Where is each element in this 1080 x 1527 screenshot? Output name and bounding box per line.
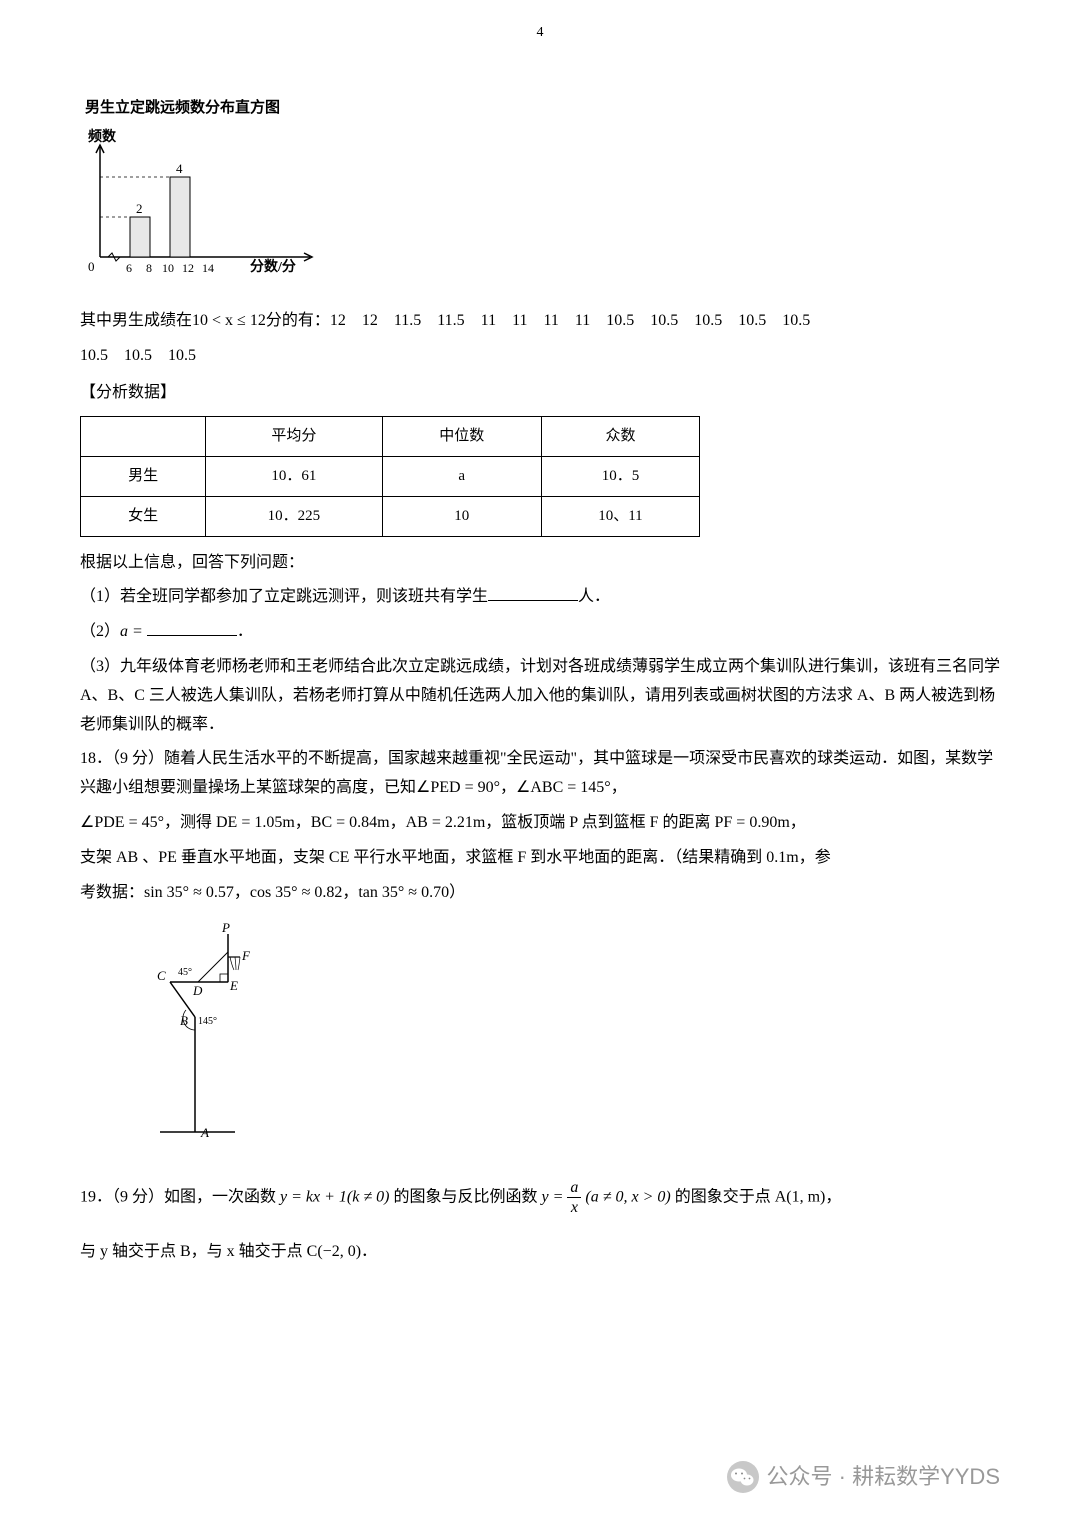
table-cell-female-0: 女生 (81, 496, 206, 536)
q1-blank (488, 585, 578, 601)
followup-intro: 根据以上信息，回答下列问题： (80, 549, 1000, 578)
wechat-icon (727, 1461, 759, 1493)
svg-text:A: A (200, 1125, 209, 1140)
analysis-label: 【分析数据】 (80, 379, 1000, 408)
svg-text:6: 6 (126, 261, 132, 275)
q1-suffix: 人． (578, 588, 610, 605)
q2-suffix: ． (237, 623, 253, 640)
table-cell-male-2: a (382, 456, 541, 496)
q18-line2: ∠PDE = 45°，测得 DE = 1.05m，BC = 0.84m，AB =… (80, 809, 1000, 838)
score-list-1: 12 12 11.5 11.5 11 11 11 11 10.5 10.5 10… (330, 312, 810, 329)
svg-text:频数: 频数 (88, 128, 117, 145)
question-2: （2）a = ． (80, 618, 1000, 647)
q19-line2: 与 y 轴交于点 B，与 x 轴交于点 C(−2, 0)． (80, 1238, 1000, 1267)
question-19: 19．（9 分）如图，一次函数 y = kx + 1(k ≠ 0) 的图象与反比… (80, 1178, 1000, 1217)
table-header-3: 众数 (541, 416, 699, 456)
q18-line4: 考数据：sin 35° ≈ 0.57，cos 35° ≈ 0.82，tan 35… (80, 879, 1000, 908)
q18-angle2: ∠ABC = 145° (516, 779, 611, 796)
table-row-female: 女生 10．225 10 10、11 (81, 496, 700, 536)
histogram-container: 男生立定跳远频数分布直方图 频数 0 6 8 10 12 14 2 (80, 95, 1000, 282)
histogram-title: 男生立定跳远频数分布直方图 (85, 95, 1000, 122)
score-suffix: 分的有： (266, 312, 330, 329)
q2-var: a = (120, 623, 147, 640)
q18-line3: 支架 AB 、PE 垂直水平地面，支架 CE 平行水平地面，求篮框 F 到水平地… (80, 844, 1000, 873)
q19-cond: (a ≠ 0, x > 0) (585, 1189, 670, 1206)
score-intro: 其中男生成绩在 (80, 312, 192, 329)
score-range: 10 < x ≤ 12 (192, 312, 266, 329)
svg-text:C: C (157, 968, 166, 983)
table-header-0 (81, 416, 206, 456)
svg-text:B: B (180, 1013, 188, 1028)
svg-text:4: 4 (176, 161, 183, 176)
q1-prefix: （1）若全班同学都参加了立定跳远测评，则该班共有学生 (80, 588, 488, 605)
table-cell-male-0: 男生 (81, 456, 206, 496)
svg-text:12: 12 (182, 261, 194, 275)
q19-suffix: 的图象交于点 A(1, m)， (675, 1189, 842, 1206)
svg-text:D: D (192, 983, 203, 998)
page-number: 4 (80, 20, 1000, 45)
svg-text:14: 14 (202, 261, 214, 275)
q19-prefix: 19．（9 分）如图，一次函数 (80, 1189, 276, 1206)
q19-mid: 的图象与反比例函数 (393, 1189, 537, 1206)
svg-text:0: 0 (88, 259, 95, 274)
q19-inverse-y: y = (541, 1189, 563, 1206)
table-cell-female-3: 10、11 (541, 496, 699, 536)
score-list-2: 10.5 10.5 10.5 (80, 342, 1000, 371)
svg-text:F: F (241, 948, 251, 963)
table-header-row: 平均分 中位数 众数 (81, 416, 700, 456)
table-cell-male-3: 10．5 (541, 456, 699, 496)
q2-blank (147, 620, 237, 636)
q2-prefix: （2） (80, 623, 120, 640)
table-cell-female-2: 10 (382, 496, 541, 536)
table-header-2: 中位数 (382, 416, 541, 456)
score-text-line1: 其中男生成绩在10 < x ≤ 12分的有：12 12 11.5 11.5 11… (80, 307, 1000, 336)
histogram-chart: 频数 0 6 8 10 12 14 2 4 (80, 127, 380, 282)
svg-text:分数/分: 分数/分 (250, 258, 296, 275)
q19-fraction: a x (567, 1178, 581, 1217)
basketball-figure: A B 145° C D E P 45° (80, 922, 1000, 1163)
question-1: （1）若全班同学都参加了立定跳远测评，则该班共有学生 人． (80, 583, 1000, 612)
svg-text:8: 8 (146, 261, 152, 275)
q19-frac-den: x (567, 1198, 581, 1217)
question-3: （3）九年级体育老师杨老师和王老师结合此次立定跳远成绩，计划对各班成绩薄弱学生成… (80, 653, 1000, 739)
watermark: 公众号 · 耕耘数学YYDS (727, 1457, 1000, 1497)
table-cell-female-1: 10．225 (206, 496, 382, 536)
svg-text:145°: 145° (198, 1016, 217, 1027)
table-row-male: 男生 10．61 a 10．5 (81, 456, 700, 496)
svg-text:45°: 45° (178, 967, 192, 978)
table-cell-male-1: 10．61 (206, 456, 382, 496)
table-header-1: 平均分 (206, 416, 382, 456)
svg-text:P: P (221, 922, 230, 935)
q19-frac-num: a (567, 1178, 581, 1198)
svg-text:10: 10 (162, 261, 174, 275)
question-18: 18．（9 分）随着人民生活水平的不断提高，国家越来越重视"全民运动"，其中篮球… (80, 745, 1000, 803)
svg-text:2: 2 (136, 201, 143, 216)
watermark-text: 公众号 · 耕耘数学YYDS (767, 1457, 1000, 1497)
svg-text:E: E (229, 978, 238, 993)
q18-angle1: ∠PED = 90° (416, 779, 500, 796)
q19-linear: y = kx + 1(k ≠ 0) (280, 1189, 389, 1206)
stats-table: 平均分 中位数 众数 男生 10．61 a 10．5 女生 10．225 10 … (80, 416, 700, 537)
